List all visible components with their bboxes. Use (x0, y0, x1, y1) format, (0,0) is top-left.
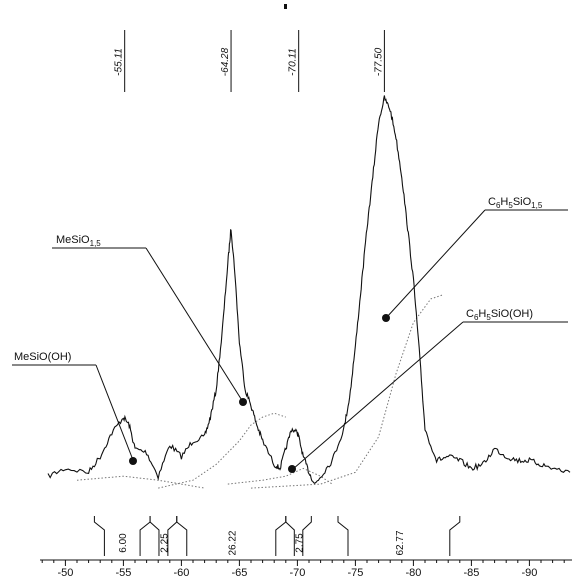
x-tick-label: -55 (115, 567, 131, 577)
fitted-component-4 (250, 294, 443, 489)
x-tick-label: -75 (347, 567, 363, 577)
integration-value-3: 26.22 (227, 530, 238, 555)
annotation-leader-mesio15-pointer (145, 247, 244, 403)
annotation-c6h5sio-oh: C6H5SiO(OH) (466, 308, 533, 322)
annotation-leader-c6h5sio15-pointer (385, 209, 486, 319)
x-tick-label: -50 (57, 567, 73, 577)
top-mark (284, 4, 287, 9)
peak-marker-label-3: -70.11 (288, 48, 299, 76)
x-tick-label: -90 (521, 567, 537, 577)
fitted-component-3 (227, 467, 333, 485)
annotation-leader-c6h5sio-oh-pointer (292, 321, 464, 470)
annotation-dot-c6h5sio-oh (288, 465, 296, 473)
x-tick-label: -65 (231, 567, 247, 577)
annotation-dot-mesio-oh (129, 457, 137, 465)
annotation-leader-mesio-oh-pointer (95, 364, 134, 461)
x-tick-label: -85 (463, 567, 479, 577)
x-axis: -50 -55 -60 -65 -70 -75 -80 -85 -90 (40, 559, 572, 577)
integration-bracket-4 (285, 516, 312, 556)
integration-value-1: 6.00 (118, 533, 129, 553)
integration-bracket-5 (337, 516, 461, 556)
peak-marker-label-4: -77.50 (373, 47, 384, 76)
annotation-c6h5sio15: C6H5SiO1,5 (488, 196, 543, 210)
x-tick-label: -70 (289, 567, 305, 577)
spectrum-line (47, 95, 571, 484)
annotation-mesio15: MeSiO1,5 (56, 234, 101, 248)
annotation-dot-c6h5sio15 (382, 314, 390, 322)
fitted-component-1 (76, 475, 205, 489)
peak-marker-label-2: -64.28 (220, 47, 231, 76)
annotation-dot-mesio15 (239, 398, 247, 406)
spectrum-trace (47, 95, 571, 484)
peak-marker-label-1: -55.11 (114, 48, 125, 76)
fitted-component-2 (158, 412, 286, 489)
component-annotations: MeSiO(OH) MeSiO1,5 C6H5SiO(OH) C6H5SiO1,… (12, 196, 568, 473)
integration-value-2: 2.25 (159, 533, 170, 553)
x-tick-label: -80 (405, 567, 421, 577)
integration-value-4: 2.75 (295, 533, 306, 553)
integration-brackets: 6.00 2.25 26.22 2.75 62.77 (93, 516, 461, 556)
annotation-mesio-oh: MeSiO(OH) (14, 351, 71, 363)
integration-value-5: 62.77 (395, 530, 406, 555)
x-tick-label: -60 (173, 567, 189, 577)
peak-position-markers: -55.11 -64.28 -70.11 -77.50 (114, 30, 385, 92)
